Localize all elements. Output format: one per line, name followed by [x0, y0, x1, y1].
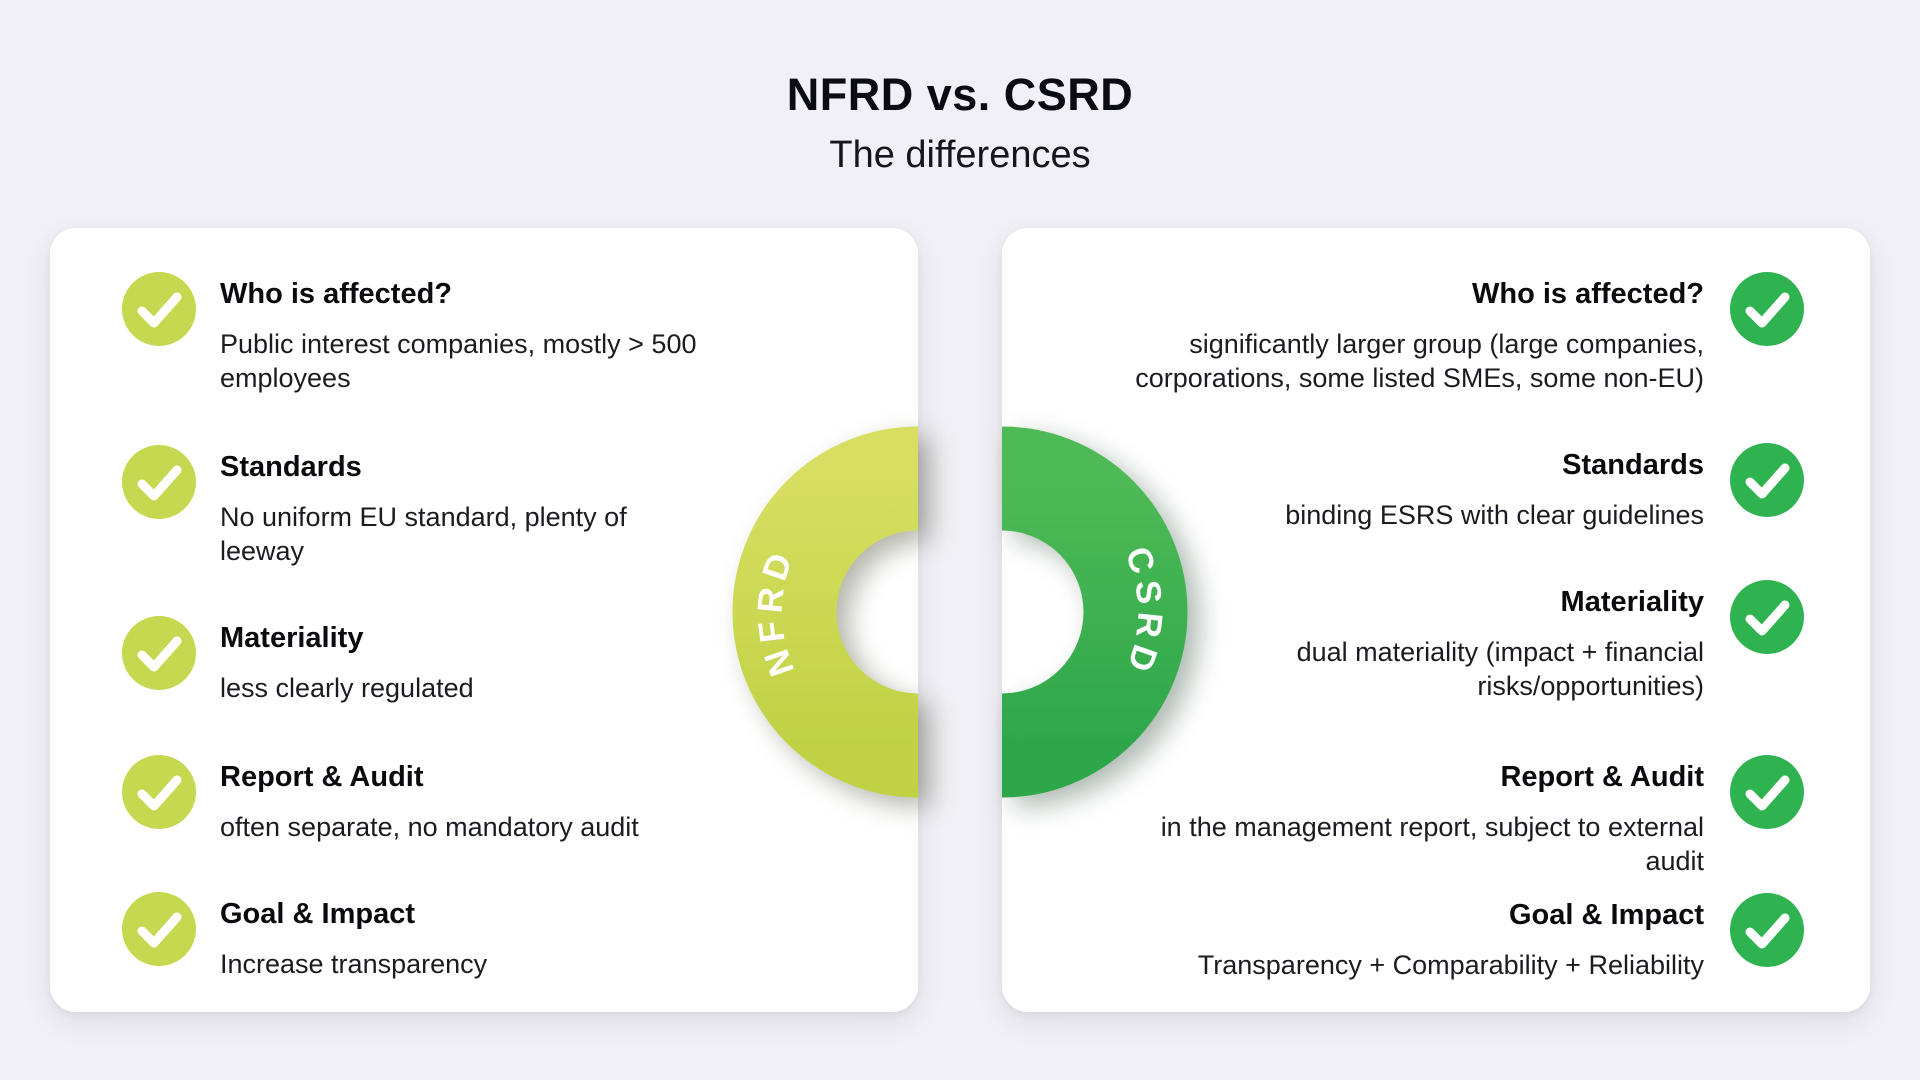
csrd-card: Who is affected? significantly larger gr…: [1002, 228, 1870, 1012]
item-heading: Standards: [1562, 449, 1704, 481]
item-body: Public interest companies, mostly > 500 …: [220, 329, 697, 393]
csrd-half-donut: CSRD: [1002, 426, 1188, 798]
nfrd-item-standards: Standards No uniform EU standard, plenty…: [122, 445, 800, 568]
item-body: significantly larger group (large compan…: [1135, 329, 1704, 393]
item-body: less clearly regulated: [220, 673, 474, 703]
checkmark-icon: [122, 272, 196, 346]
checkmark-icon: [1730, 272, 1804, 346]
item-body: binding ESRS with clear guidelines: [1285, 500, 1704, 530]
checkmark-icon: [122, 445, 196, 519]
nfrd-half-donut: NFRD: [732, 426, 918, 798]
item-body: Increase transparency: [220, 949, 488, 979]
checkmark-icon: [1730, 893, 1804, 967]
nfrd-item-materiality: Materiality less clearly regulated: [122, 616, 800, 705]
item-heading: Goal & Impact: [1509, 899, 1704, 931]
item-body: Transparency + Comparability + Reliabili…: [1197, 950, 1704, 980]
csrd-item-goal-impact: Goal & Impact Transparency + Comparabili…: [1082, 893, 1804, 982]
item-heading: Materiality: [1560, 586, 1704, 618]
item-heading: Report & Audit: [1500, 761, 1704, 793]
csrd-item-report-audit: Report & Audit in the management report,…: [1082, 755, 1804, 878]
checkmark-icon: [122, 755, 196, 829]
item-body: dual materiality (impact + financial ris…: [1296, 637, 1704, 701]
checkmark-icon: [122, 892, 196, 966]
item-heading: Standards: [220, 451, 362, 483]
nfrd-item-report-audit: Report & Audit often separate, no mandat…: [122, 755, 800, 844]
nfrd-item-goal-impact: Goal & Impact Increase transparency: [122, 892, 800, 981]
checkmark-icon: [1730, 580, 1804, 654]
item-heading: Who is affected?: [220, 278, 453, 310]
checkmark-icon: [1730, 443, 1804, 517]
item-heading: Goal & Impact: [220, 898, 415, 930]
csrd-item-who-is-affected: Who is affected? significantly larger gr…: [1082, 272, 1804, 395]
item-body: in the management report, subject to ext…: [1160, 812, 1704, 876]
csrd-item-standards: Standards binding ESRS with clear guidel…: [1082, 443, 1804, 532]
checkmark-icon: [122, 616, 196, 690]
item-heading: Who is affected?: [1471, 278, 1704, 310]
nfrd-item-who-is-affected: Who is affected? Public interest compani…: [122, 272, 800, 395]
page-subtitle: The differences: [829, 133, 1091, 176]
csrd-item-materiality: Materiality dual materiality (impact + f…: [1082, 580, 1804, 703]
item-heading: Report & Audit: [220, 761, 424, 793]
item-body: often separate, no mandatory audit: [220, 812, 639, 842]
item-heading: Materiality: [220, 622, 364, 654]
checkmark-icon: [1730, 755, 1804, 829]
page-title: NFRD vs. CSRD: [786, 69, 1134, 121]
item-body: No uniform EU standard, plenty of leeway: [220, 502, 627, 566]
